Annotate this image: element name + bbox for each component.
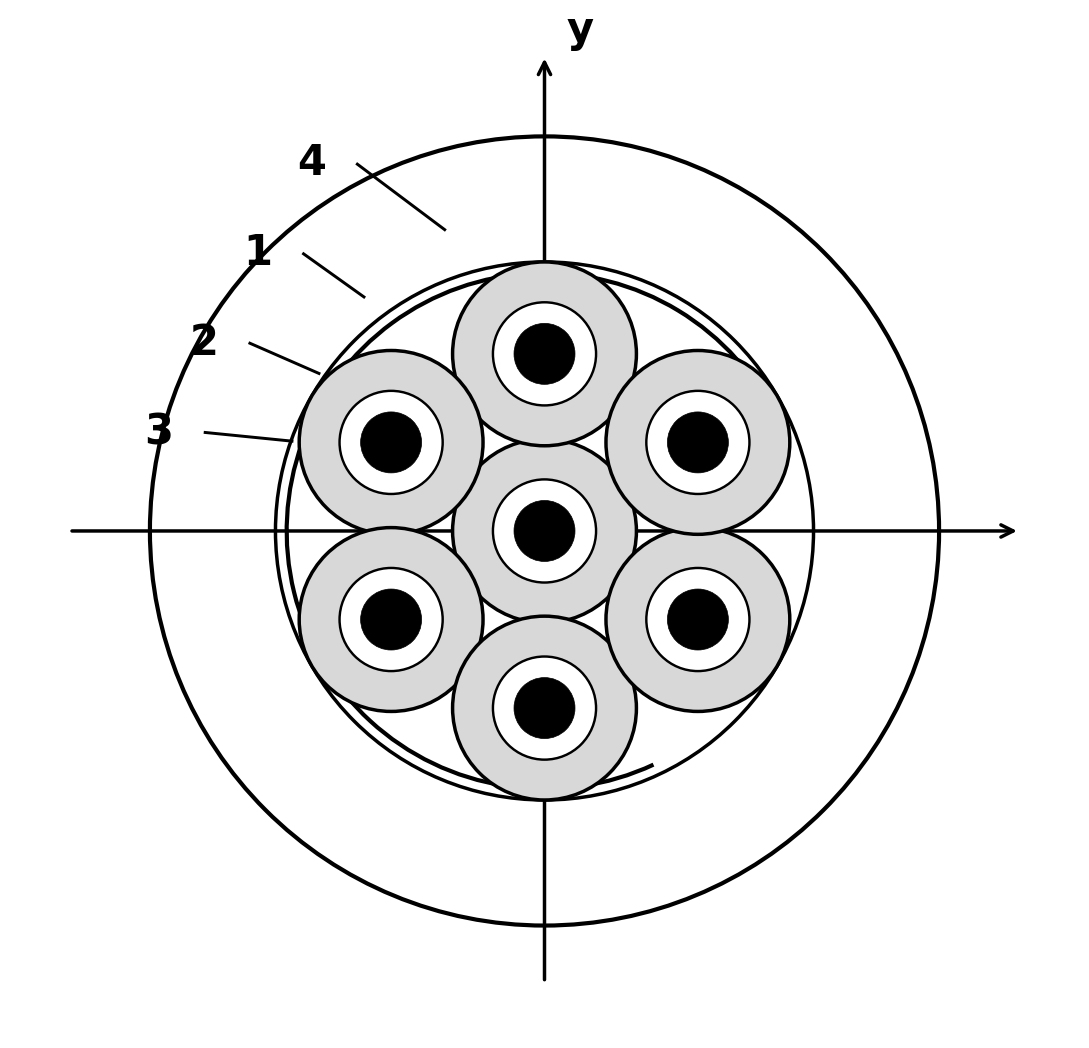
- Text: y: y: [567, 9, 594, 51]
- Text: 3: 3: [145, 411, 173, 454]
- Circle shape: [340, 391, 443, 494]
- Circle shape: [453, 616, 636, 800]
- Circle shape: [453, 262, 636, 445]
- Text: 1: 1: [243, 232, 272, 274]
- Circle shape: [360, 589, 421, 650]
- Circle shape: [493, 656, 596, 760]
- Circle shape: [453, 439, 636, 623]
- Text: 4: 4: [297, 143, 326, 184]
- Circle shape: [340, 568, 443, 671]
- Circle shape: [605, 350, 790, 534]
- Text: 2: 2: [189, 322, 218, 364]
- Circle shape: [493, 479, 596, 583]
- Circle shape: [668, 412, 729, 473]
- Circle shape: [493, 302, 596, 406]
- Circle shape: [299, 527, 484, 712]
- Circle shape: [668, 589, 729, 650]
- Circle shape: [646, 391, 749, 494]
- Circle shape: [514, 501, 575, 562]
- Circle shape: [605, 527, 790, 712]
- Circle shape: [299, 350, 484, 534]
- Circle shape: [514, 324, 575, 385]
- Circle shape: [360, 412, 421, 473]
- Circle shape: [646, 568, 749, 671]
- Circle shape: [150, 136, 939, 925]
- Circle shape: [514, 678, 575, 739]
